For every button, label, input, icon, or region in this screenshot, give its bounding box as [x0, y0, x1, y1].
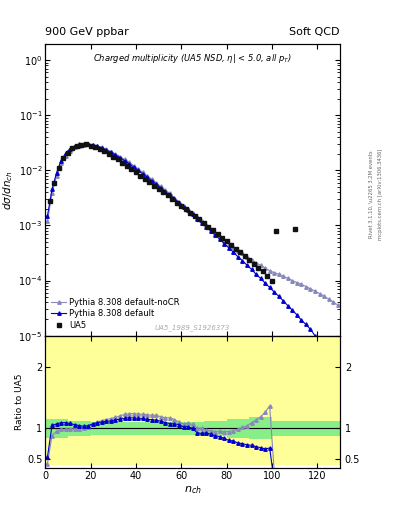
UA5: [134, 169, 138, 176]
UA5: [193, 212, 197, 219]
Pythia 8.308 default-noCR: [45, 218, 50, 224]
Pythia 8.308 default-noCR: [172, 195, 177, 201]
Text: Charged multiplicity (UA5 NSD, $\eta$| < 5.0, all $p_T$): Charged multiplicity (UA5 NSD, $\eta$| <…: [93, 52, 292, 66]
UA5: [161, 189, 165, 196]
Pythia 8.308 default-noCR: [199, 218, 204, 224]
X-axis label: $n_{ch}$: $n_{ch}$: [184, 484, 202, 496]
Pythia 8.308 default: [45, 212, 50, 219]
UA5: [270, 278, 274, 284]
Pythia 8.308 default: [199, 220, 204, 226]
Pythia 8.308 default-noCR: [335, 302, 340, 308]
Line: Pythia 8.308 default-noCR: Pythia 8.308 default-noCR: [46, 143, 340, 307]
UA5: [202, 220, 206, 226]
Pythia 8.308 default: [118, 155, 122, 161]
Pythia 8.308 default: [81, 141, 86, 147]
Y-axis label: Ratio to UA5: Ratio to UA5: [15, 374, 24, 430]
Legend: Pythia 8.308 default-noCR, Pythia 8.308 default, UA5: Pythia 8.308 default-noCR, Pythia 8.308 …: [50, 296, 182, 331]
Pythia 8.308 default-noCR: [299, 282, 304, 288]
Line: Pythia 8.308 default: Pythia 8.308 default: [46, 142, 340, 362]
Pythia 8.308 default-noCR: [326, 296, 331, 302]
UA5: [48, 198, 52, 204]
Pythia 8.308 default: [335, 358, 340, 364]
Text: Rivet 3.1.10, \u2265 3.2M events: Rivet 3.1.10, \u2265 3.2M events: [369, 151, 374, 239]
UA5: [66, 150, 70, 156]
Pythia 8.308 default-noCR: [118, 154, 122, 160]
Pythia 8.308 default-noCR: [86, 141, 91, 147]
UA5: [292, 226, 297, 232]
Text: Soft QCD: Soft QCD: [290, 27, 340, 37]
Pythia 8.308 default: [299, 317, 304, 324]
Pythia 8.308 default: [172, 196, 177, 202]
UA5: [84, 141, 88, 147]
Pythia 8.308 default: [136, 167, 141, 174]
UA5: [174, 200, 179, 206]
Text: mcplots.cern.ch [arXiv:1306.3436]: mcplots.cern.ch [arXiv:1306.3436]: [378, 149, 383, 240]
Text: 900 GeV ppbar: 900 GeV ppbar: [45, 27, 129, 37]
Pythia 8.308 default: [326, 347, 331, 353]
Line: UA5: UA5: [47, 142, 297, 283]
Pythia 8.308 default-noCR: [136, 166, 141, 172]
Text: UA5_1989_S1926373: UA5_1989_S1926373: [155, 325, 230, 331]
Y-axis label: $d\sigma/dn_{ch}$: $d\sigma/dn_{ch}$: [2, 169, 15, 209]
